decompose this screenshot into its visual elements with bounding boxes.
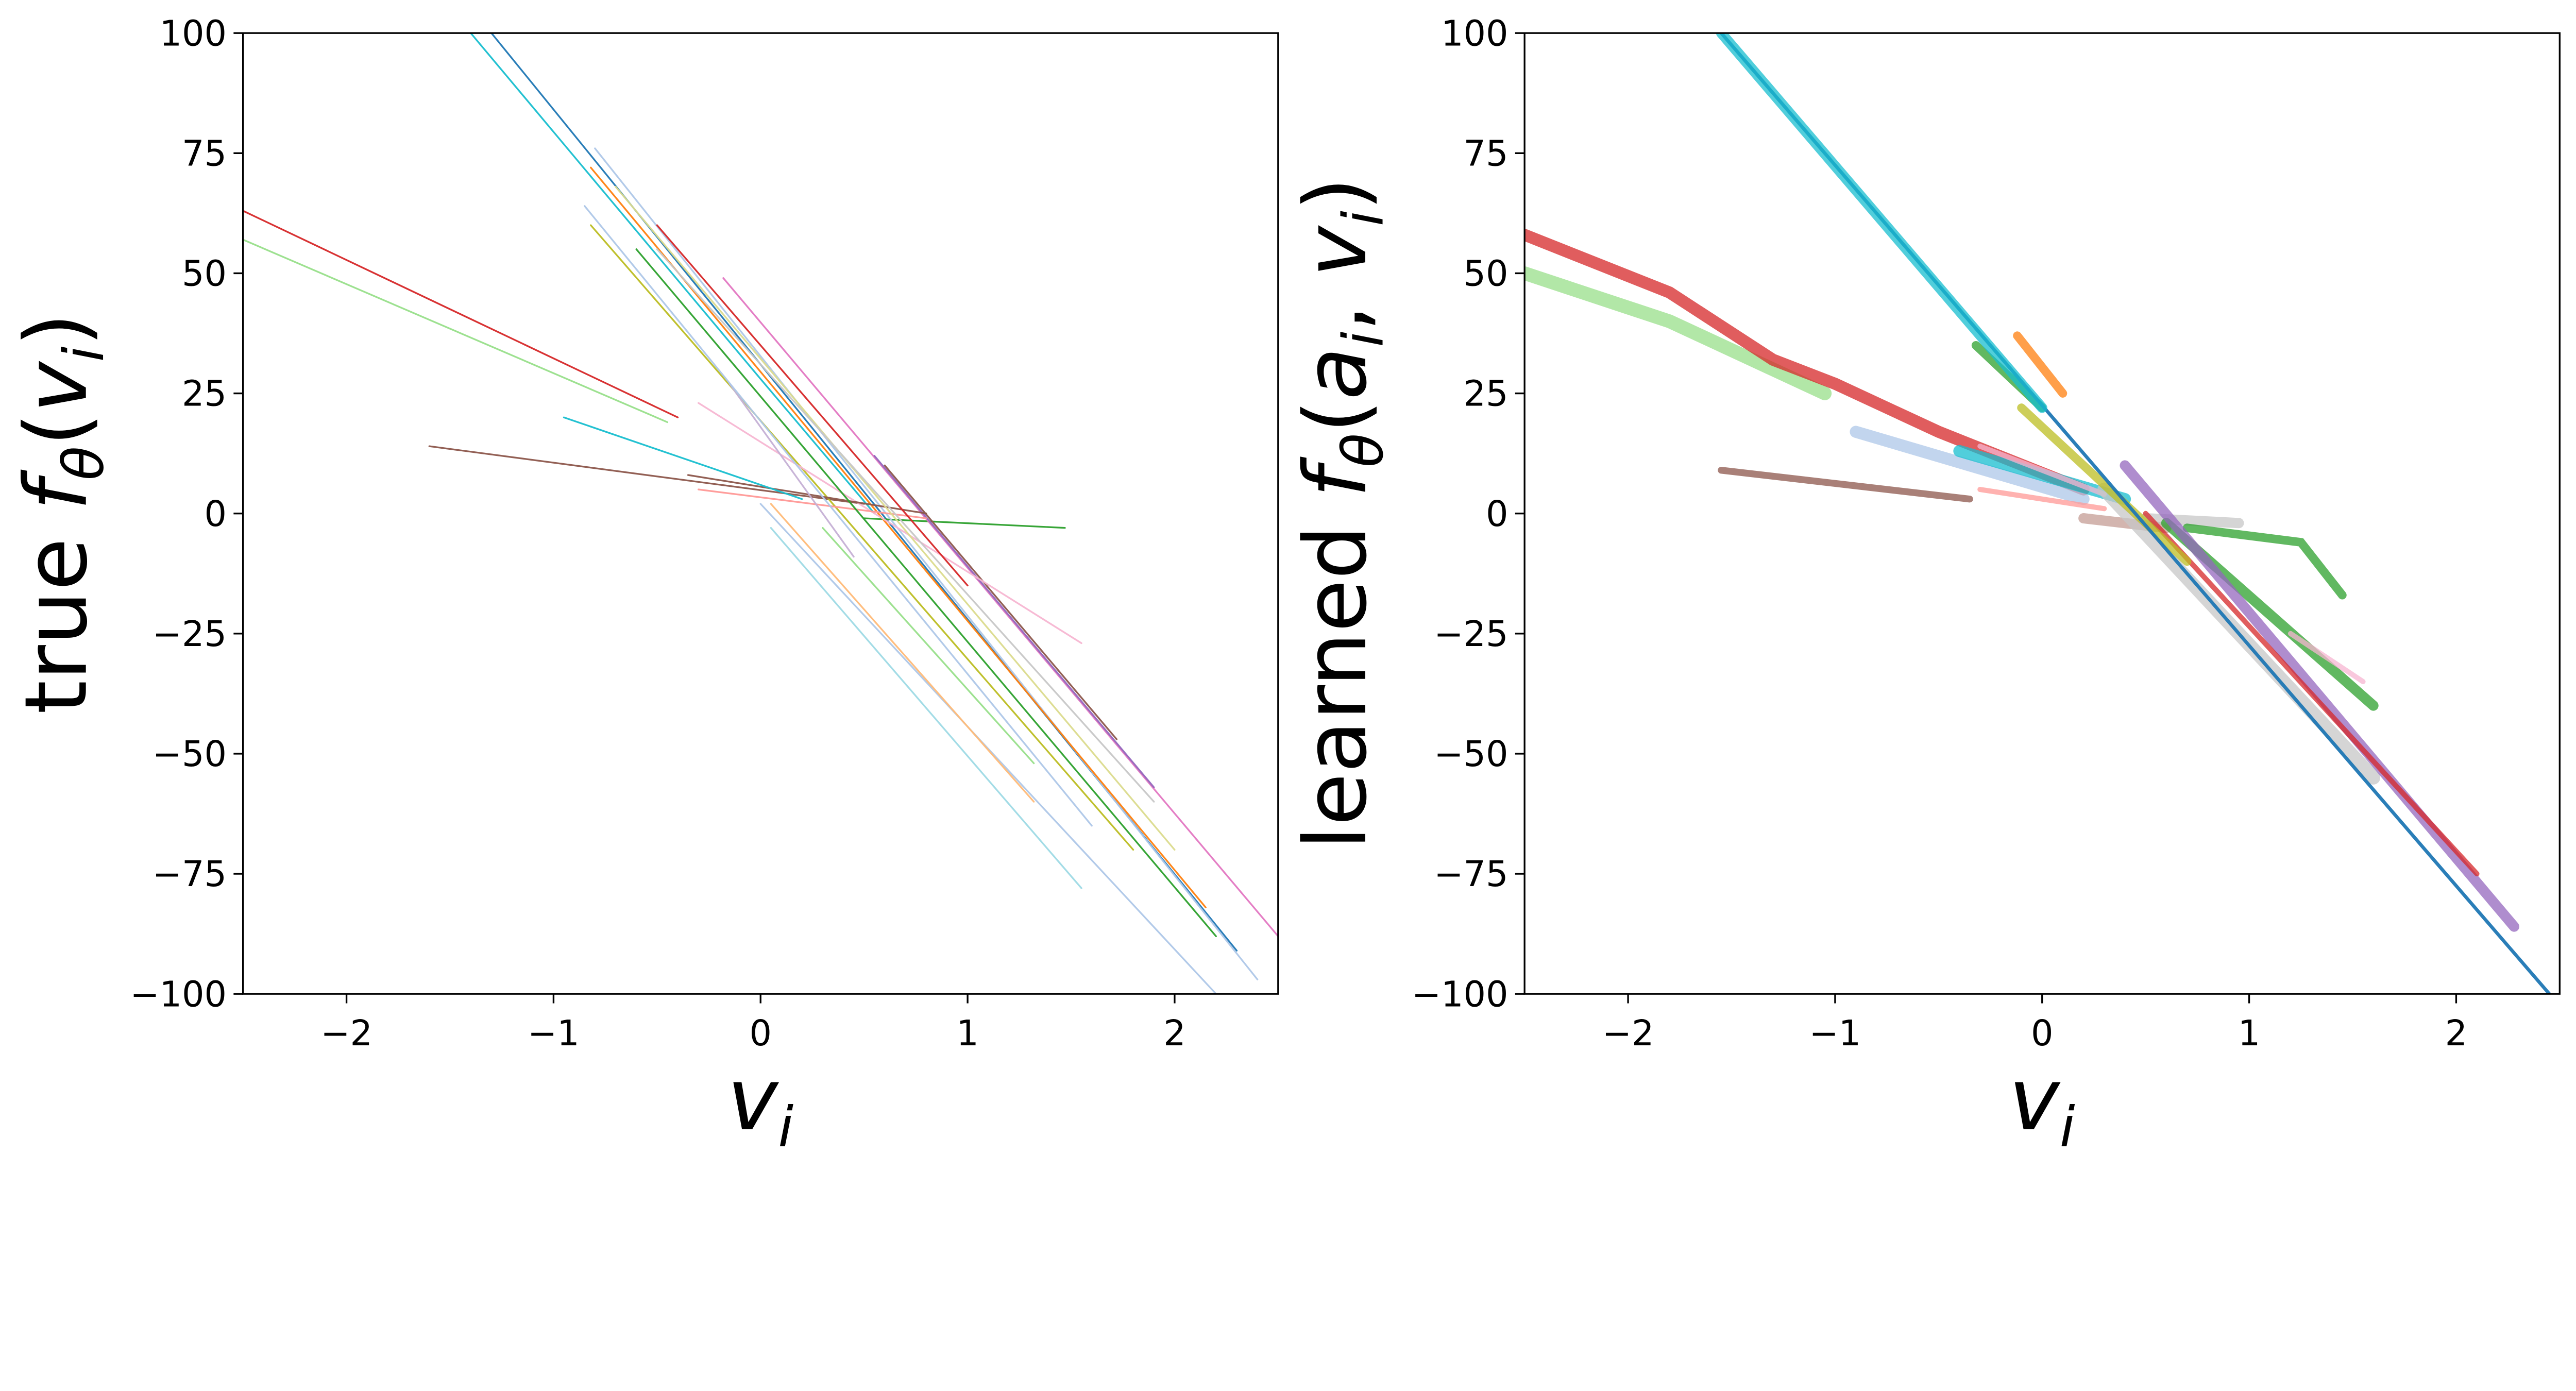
left-plot-ytick-label: 75 (182, 133, 227, 174)
left-plot-xtick-label: −2 (320, 1013, 372, 1054)
left-plot-frame (242, 32, 1279, 995)
left-plot-series-line-23 (656, 248, 1155, 803)
left-plot-series-line-8 (590, 224, 1134, 851)
right-plot-ytick-label: 100 (1441, 13, 1508, 54)
left-plot-series-line-21 (635, 248, 1217, 937)
right-plot-series-line-15 (2143, 511, 2480, 877)
left-plot-xlabel: vi (727, 1050, 793, 1159)
left-plot-series-line-1 (470, 33, 875, 515)
right-plot-series-line-7 (2013, 331, 2067, 398)
right-plot-ytick-label: 25 (1464, 374, 1509, 415)
right-plot-ytick-label: −100 (1412, 974, 1509, 1015)
left-plot-series-line-3 (243, 239, 669, 423)
left-plot-ytick-label: −100 (130, 974, 227, 1015)
right-plot-ytick-label: 0 (1486, 494, 1508, 535)
left-plot-xtick-label: 2 (1163, 1013, 1185, 1054)
left-plot-series-line-24 (656, 224, 969, 587)
right-plot-series-line-12 (2287, 631, 2366, 685)
left-plot-series-line-9 (590, 166, 1207, 908)
right-plot-xtick-label: −2 (1602, 1013, 1654, 1054)
right-plot-ytick-label: −50 (1434, 734, 1508, 775)
right-plot-series-line-5 (1977, 444, 2107, 497)
left-plot-ytick-label: 0 (205, 494, 227, 535)
left-plot-ticks: −2 −1 0 1 2 −100 −75 −50 −25 0 25 50 75 100 (130, 13, 1185, 1054)
left-plot-series-line-6 (722, 277, 1278, 937)
left-plot-series-line-22 (615, 185, 1176, 851)
left-plot-series-line-20 (728, 383, 855, 558)
left-plot-series-line-2 (243, 210, 679, 418)
right-plot-ytick-label: 50 (1464, 254, 1509, 295)
right-plot-learned: −2 −1 0 1 2 −100 −75 −50 −25 0 25 50 75 100 vi learne… (1286, 13, 2561, 1159)
right-plot-series-line-3 (1850, 426, 2090, 505)
left-plot-ytick-label: 50 (182, 254, 227, 295)
left-plot-series-line-25 (584, 205, 1093, 827)
right-plot-xtick-label: 2 (2445, 1013, 2467, 1054)
left-plot-lines (243, 33, 1278, 994)
left-plot-series-line-7 (594, 147, 1259, 980)
right-plot-ytick-label: 75 (1464, 133, 1509, 174)
left-plot-true: −2 −1 0 1 2 −100 −75 −50 −25 0 25 50 75 100 vi true f… (7, 13, 1279, 1159)
right-plot-series-line-1 (1524, 229, 2090, 496)
left-plot-series-line-19 (563, 416, 803, 500)
right-plot-series-line-2 (1718, 467, 1973, 503)
right-plot-series-line-14 (2120, 460, 2519, 932)
left-plot-series-line-15 (822, 527, 1035, 765)
left-plot-xtick-label: −1 (528, 1013, 580, 1054)
left-plot-ytick-label: −25 (152, 614, 227, 655)
right-plot-series-line-19 (1716, 33, 2047, 413)
right-plot-lines (1524, 33, 2551, 994)
right-plot-xlabel: vi (2009, 1050, 2075, 1159)
right-plot-ticks: −2 −1 0 1 2 −100 −75 −50 −25 0 25 50 75 100 (1412, 13, 2467, 1054)
left-plot-ytick-label: 25 (182, 374, 227, 415)
left-plot-ytick-label: 100 (160, 13, 227, 54)
right-plot-ytick-label: −25 (1434, 614, 1508, 655)
left-plot-ytick-label: −50 (152, 734, 227, 775)
right-plot-xtick-label: −1 (1809, 1013, 1861, 1054)
right-plot-xtick-label: 0 (2031, 1013, 2053, 1054)
left-plot-series-line-14 (698, 402, 1082, 644)
left-plot-series-line-10 (770, 527, 1082, 889)
left-plot-xtick-label: 1 (956, 1013, 978, 1054)
left-plot-series-line-12 (873, 455, 1155, 788)
right-plot-ylabel: learned fθ(ai, vi) (1286, 177, 1396, 850)
left-plot-xtick-label: 0 (750, 1013, 772, 1054)
left-plot-series-line-4 (428, 445, 865, 505)
right-plot-series-line-17 (1977, 487, 2107, 512)
left-plot-series-line-17 (698, 488, 927, 519)
right-plot-ytick-label: −75 (1434, 854, 1508, 895)
left-plot-ylabel: true fθ(vi) (7, 313, 116, 714)
right-plot-series-line-0 (1524, 266, 1832, 400)
right-plot-series-line-16 (2017, 403, 2192, 566)
right-plot-series-line-9 (2140, 513, 2244, 529)
left-plot-series-line-13 (884, 464, 1118, 740)
right-plot-series-line-10 (2182, 523, 2347, 600)
left-plot-series-line-16 (770, 503, 1035, 803)
right-plot-xtick-label: 1 (2238, 1013, 2260, 1054)
left-plot-ytick-label: −75 (152, 854, 227, 895)
right-plot-frame (1523, 32, 2561, 995)
